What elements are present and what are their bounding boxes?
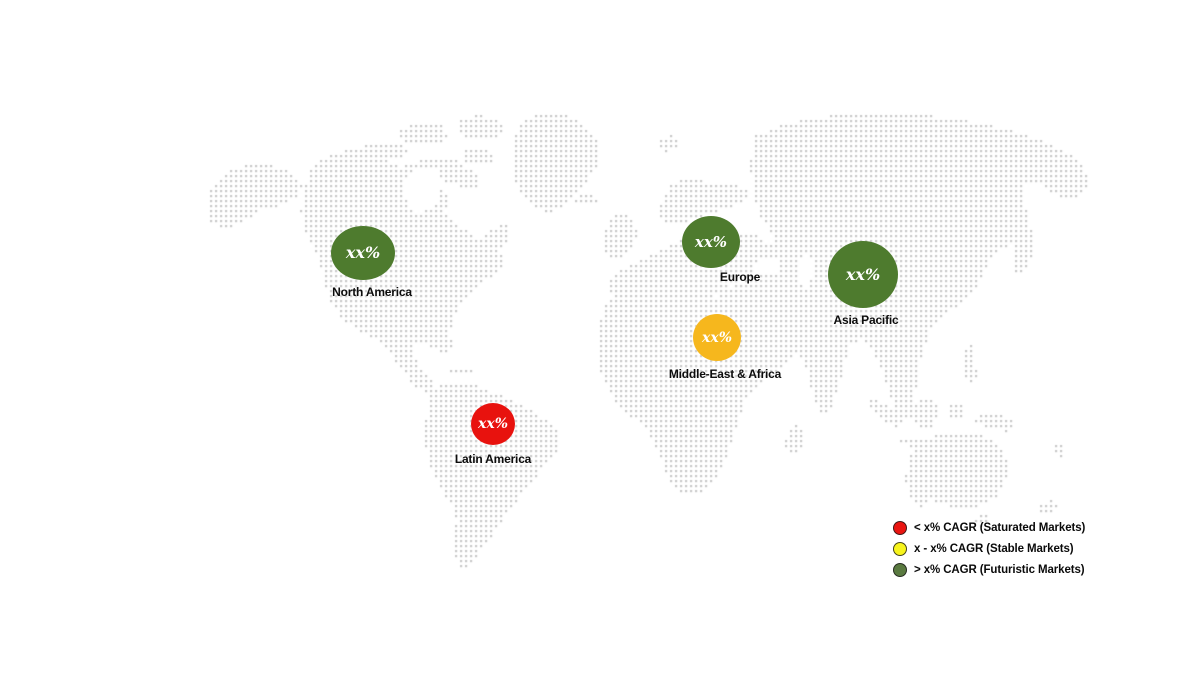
region-bubble-europe: xx%: [682, 216, 740, 268]
region-bubble-north-america: xx%: [331, 226, 395, 280]
legend-label: x - x% CAGR (Stable Markets): [914, 543, 1074, 555]
legend-label: < x% CAGR (Saturated Markets): [914, 522, 1086, 534]
region-label-middle-east-africa: Middle-East & Africa: [668, 367, 782, 381]
legend-dot-stable-icon: [893, 542, 907, 556]
legend-dot-saturated-icon: [893, 521, 907, 535]
region-cagr-value: xx%: [702, 329, 732, 346]
legend-item-saturated: < x% CAGR (Saturated Markets): [893, 521, 1085, 535]
region-label-north-america: North America: [332, 285, 412, 299]
region-bubble-asia-pacific: xx%: [828, 241, 898, 308]
legend-item-stable: x - x% CAGR (Stable Markets): [893, 542, 1085, 556]
region-cagr-value: xx%: [345, 243, 381, 262]
legend-label: > x% CAGR (Futuristic Markets): [914, 564, 1085, 576]
region-label-europe: Europe: [719, 270, 761, 284]
legend-dot-futuristic-icon: [893, 563, 907, 577]
region-label-asia-pacific: Asia Pacific: [833, 313, 899, 327]
cagr-legend: < x% CAGR (Saturated Markets) x - x% CAG…: [893, 521, 1085, 584]
region-bubble-latin-america: xx%: [471, 403, 515, 445]
region-bubble-middle-east-africa: xx%: [693, 314, 741, 361]
region-cagr-value: xx%: [478, 416, 508, 432]
region-cagr-value: xx%: [694, 232, 728, 251]
region-label-latin-america: Latin America: [454, 452, 532, 466]
legend-item-futuristic: > x% CAGR (Futuristic Markets): [893, 563, 1085, 577]
region-cagr-value: xx%: [845, 264, 881, 284]
